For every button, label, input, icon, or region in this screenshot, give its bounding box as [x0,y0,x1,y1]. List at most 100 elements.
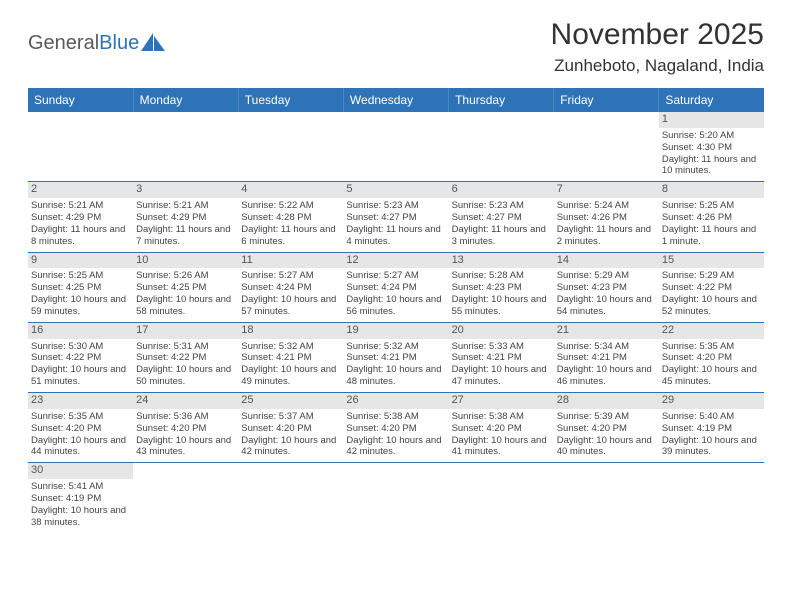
month-title: November 2025 [551,18,764,52]
day-number: 3 [136,183,142,195]
day-number: 22 [662,324,674,336]
sunrise-text: Sunrise: 5:20 AM [662,130,761,142]
daynum-cell: 8 [659,182,764,198]
sunrise-text: Sunrise: 5:22 AM [241,200,340,212]
daylight-text: Daylight: 11 hours and 6 minutes. [241,224,340,248]
day-cell-inner: Sunrise: 5:30 AMSunset: 4:22 PMDaylight:… [31,341,130,389]
day-cell [343,479,448,533]
sunset-text: Sunset: 4:19 PM [662,423,761,435]
sunrise-text: Sunrise: 5:23 AM [346,200,445,212]
day-cell-inner: Sunrise: 5:36 AMSunset: 4:20 PMDaylight:… [136,411,235,459]
day-cell-inner: Sunrise: 5:21 AMSunset: 4:29 PMDaylight:… [136,200,235,248]
day-number: 21 [557,324,569,336]
sunset-text: Sunset: 4:23 PM [557,282,656,294]
sunset-text: Sunset: 4:21 PM [557,352,656,364]
day-cell-inner: Sunrise: 5:28 AMSunset: 4:23 PMDaylight:… [452,270,551,318]
daylight-text: Daylight: 10 hours and 57 minutes. [241,294,340,318]
logo-text-2: Blue [99,32,139,54]
daylight-text: Daylight: 11 hours and 8 minutes. [31,224,130,248]
day-cell: Sunrise: 5:41 AMSunset: 4:19 PMDaylight:… [28,479,133,533]
day-cell-inner: Sunrise: 5:22 AMSunset: 4:28 PMDaylight:… [241,200,340,248]
day-cell: Sunrise: 5:21 AMSunset: 4:29 PMDaylight:… [133,198,238,252]
daylight-text: Daylight: 10 hours and 42 minutes. [241,435,340,459]
daylight-text: Daylight: 10 hours and 46 minutes. [557,364,656,388]
sail-icon [141,33,167,51]
sunset-text: Sunset: 4:21 PM [346,352,445,364]
sunset-text: Sunset: 4:22 PM [662,282,761,294]
day-number: 2 [31,183,37,195]
day-cell-inner: Sunrise: 5:21 AMSunset: 4:29 PMDaylight:… [31,200,130,248]
day-number: 14 [557,254,569,266]
sunrise-text: Sunrise: 5:24 AM [557,200,656,212]
day-cell-inner: Sunrise: 5:37 AMSunset: 4:20 PMDaylight:… [241,411,340,459]
day-cell: Sunrise: 5:25 AMSunset: 4:25 PMDaylight:… [28,268,133,322]
sunrise-text: Sunrise: 5:30 AM [31,341,130,353]
day-cell: Sunrise: 5:23 AMSunset: 4:27 PMDaylight:… [343,198,448,252]
sunset-text: Sunset: 4:20 PM [662,352,761,364]
sunrise-text: Sunrise: 5:40 AM [662,411,761,423]
day-cell-inner: Sunrise: 5:29 AMSunset: 4:23 PMDaylight:… [557,270,656,318]
sunset-text: Sunset: 4:29 PM [136,212,235,224]
sunset-text: Sunset: 4:24 PM [241,282,340,294]
weekday-header: Tuesday [238,88,343,112]
sunset-text: Sunset: 4:25 PM [136,282,235,294]
sunset-text: Sunset: 4:22 PM [136,352,235,364]
daynum-cell [28,112,133,128]
daylight-text: Daylight: 10 hours and 52 minutes. [662,294,761,318]
day-cell: Sunrise: 5:37 AMSunset: 4:20 PMDaylight:… [238,409,343,463]
weekday-header: Sunday [28,88,133,112]
daynum-cell [449,112,554,128]
sunset-text: Sunset: 4:30 PM [662,142,761,154]
daynum-row: 1 [28,112,764,128]
sunset-text: Sunset: 4:23 PM [452,282,551,294]
logo-text: GeneralBlue [28,32,139,55]
daynum-cell: 26 [343,393,448,409]
daynum-cell [343,112,448,128]
day-number: 12 [346,254,358,266]
sunrise-text: Sunrise: 5:23 AM [452,200,551,212]
day-cell-inner: Sunrise: 5:31 AMSunset: 4:22 PMDaylight:… [136,341,235,389]
daylight-text: Daylight: 10 hours and 43 minutes. [136,435,235,459]
daynum-cell [659,463,764,479]
day-cell-inner: Sunrise: 5:34 AMSunset: 4:21 PMDaylight:… [557,341,656,389]
day-number: 27 [452,394,464,406]
sunrise-text: Sunrise: 5:38 AM [452,411,551,423]
sunset-text: Sunset: 4:27 PM [452,212,551,224]
daylight-text: Daylight: 11 hours and 1 minute. [662,224,761,248]
daynum-cell: 21 [554,322,659,338]
day-number: 24 [136,394,148,406]
sunrise-text: Sunrise: 5:21 AM [136,200,235,212]
daynum-cell: 19 [343,322,448,338]
day-cell-inner: Sunrise: 5:24 AMSunset: 4:26 PMDaylight:… [557,200,656,248]
day-cell: Sunrise: 5:24 AMSunset: 4:26 PMDaylight:… [554,198,659,252]
day-cell [449,128,554,182]
daylight-text: Daylight: 10 hours and 48 minutes. [346,364,445,388]
daynum-cell: 13 [449,252,554,268]
day-cell-inner: Sunrise: 5:41 AMSunset: 4:19 PMDaylight:… [31,481,130,529]
daylight-text: Daylight: 10 hours and 44 minutes. [31,435,130,459]
day-cell: Sunrise: 5:39 AMSunset: 4:20 PMDaylight:… [554,409,659,463]
daylight-text: Daylight: 10 hours and 49 minutes. [241,364,340,388]
day-cell-inner: Sunrise: 5:35 AMSunset: 4:20 PMDaylight:… [662,341,761,389]
day-body-row: Sunrise: 5:41 AMSunset: 4:19 PMDaylight:… [28,479,764,533]
daylight-text: Daylight: 11 hours and 2 minutes. [557,224,656,248]
day-number: 25 [241,394,253,406]
day-cell: Sunrise: 5:36 AMSunset: 4:20 PMDaylight:… [133,409,238,463]
sunrise-text: Sunrise: 5:36 AM [136,411,235,423]
daylight-text: Daylight: 10 hours and 45 minutes. [662,364,761,388]
day-cell-inner: Sunrise: 5:26 AMSunset: 4:25 PMDaylight:… [136,270,235,318]
day-cell-inner: Sunrise: 5:23 AMSunset: 4:27 PMDaylight:… [346,200,445,248]
daylight-text: Daylight: 11 hours and 10 minutes. [662,154,761,178]
day-cell: Sunrise: 5:35 AMSunset: 4:20 PMDaylight:… [659,339,764,393]
daynum-cell: 22 [659,322,764,338]
day-body-row: Sunrise: 5:20 AMSunset: 4:30 PMDaylight:… [28,128,764,182]
daynum-cell [343,463,448,479]
daylight-text: Daylight: 11 hours and 4 minutes. [346,224,445,248]
day-number: 1 [662,113,668,125]
sunset-text: Sunset: 4:20 PM [136,423,235,435]
sunset-text: Sunset: 4:26 PM [662,212,761,224]
day-cell: Sunrise: 5:27 AMSunset: 4:24 PMDaylight:… [238,268,343,322]
daylight-text: Daylight: 11 hours and 7 minutes. [136,224,235,248]
day-cell-inner: Sunrise: 5:20 AMSunset: 4:30 PMDaylight:… [662,130,761,178]
day-number: 10 [136,254,148,266]
